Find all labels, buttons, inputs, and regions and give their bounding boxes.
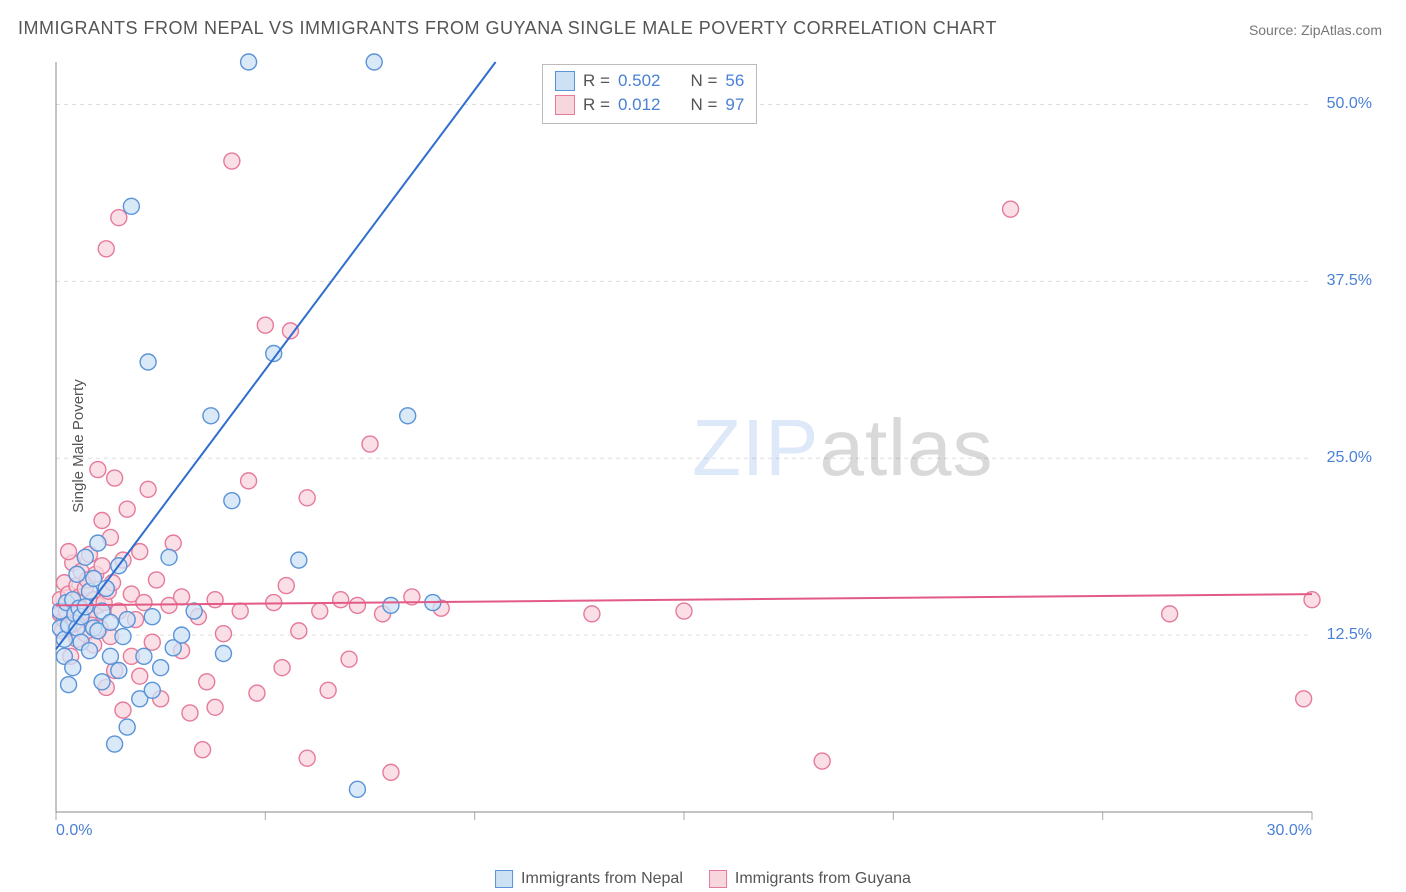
legend-swatch: [709, 870, 727, 888]
stats-r-label: R =: [583, 71, 610, 91]
stats-r-label: R =: [583, 95, 610, 115]
stats-swatch: [555, 71, 575, 91]
y-tick-label: 12.5%: [1327, 626, 1372, 644]
y-tick-label: 25.0%: [1327, 449, 1372, 467]
plot-area: ZIPatlas R = 0.502N = 56R = 0.012N = 97 …: [52, 52, 1382, 842]
stats-r-value: 0.012: [618, 95, 661, 115]
legend-item: Immigrants from Guyana: [709, 870, 911, 888]
y-tick-label: 37.5%: [1327, 272, 1372, 290]
stats-r-value: 0.502: [618, 71, 661, 91]
y-tick-label: 50.0%: [1327, 95, 1372, 113]
legend-label: Immigrants from Guyana: [735, 870, 911, 888]
scatter-svg: [52, 52, 1382, 842]
legend-bottom: Immigrants from Nepal Immigrants from Guy…: [495, 870, 911, 888]
legend-item: Immigrants from Nepal: [495, 870, 683, 888]
stats-n-label: N =: [690, 95, 717, 115]
stats-legend: R = 0.502 N = 56 R = 0.012 N = 97: [542, 64, 757, 124]
chart-frame: IMMIGRANTS FROM NEPAL VS IMMIGRANTS FROM…: [0, 0, 1406, 892]
source-label: Source: ZipAtlas.com: [1249, 22, 1382, 38]
legend-swatch: [495, 870, 513, 888]
x-tick-label: 0.0%: [56, 822, 92, 840]
x-tick-label: 30.0%: [1267, 822, 1312, 840]
stats-n-value: 97: [725, 95, 744, 115]
stats-swatch: [555, 95, 575, 115]
chart-title: IMMIGRANTS FROM NEPAL VS IMMIGRANTS FROM…: [18, 18, 997, 39]
stats-row: R = 0.502 N = 56: [555, 69, 744, 93]
stats-n-label: N =: [690, 71, 717, 91]
stats-row: R = 0.012 N = 97: [555, 93, 744, 117]
stats-n-value: 56: [725, 71, 744, 91]
legend-label: Immigrants from Nepal: [521, 870, 683, 888]
